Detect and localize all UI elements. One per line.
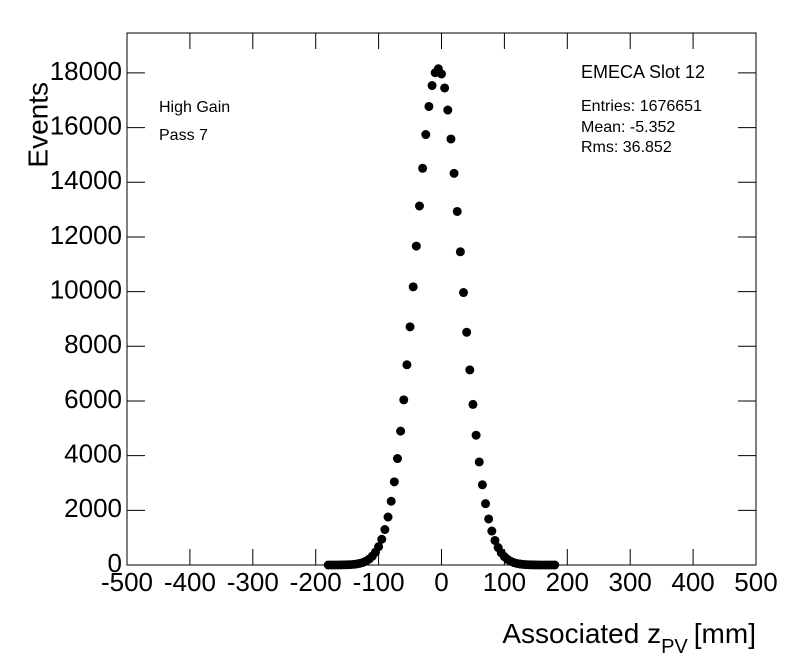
annotation: High Gain — [159, 99, 230, 116]
annotation: Pass 7 — [159, 127, 208, 144]
data-point — [465, 365, 475, 375]
data-point — [484, 514, 494, 524]
data-point — [377, 534, 387, 544]
x-tick-label: 400 — [671, 567, 714, 597]
data-point — [424, 101, 434, 111]
data-point — [437, 69, 446, 79]
data-point — [414, 201, 424, 211]
data-point — [468, 399, 478, 409]
x-tick-label: -400 — [164, 567, 216, 597]
data-point — [481, 499, 491, 509]
data-point — [427, 81, 437, 91]
data-point — [446, 134, 456, 144]
stats-entry: Rms: 36.852 — [581, 139, 672, 156]
x-tick-label: -200 — [290, 567, 342, 597]
x-tick-label: 0 — [434, 567, 448, 597]
x-tick-label: 200 — [546, 567, 589, 597]
x-tick-label: -300 — [227, 567, 279, 597]
data-point — [392, 454, 402, 464]
data-point — [487, 526, 497, 536]
data-point — [550, 560, 560, 570]
y-tick-label: 4000 — [64, 439, 122, 469]
data-point — [383, 512, 393, 522]
y-tick-label: 0 — [108, 548, 122, 578]
data-point — [443, 105, 453, 115]
data-point — [459, 288, 469, 298]
y-tick-label: 6000 — [64, 384, 122, 414]
data-point — [440, 83, 450, 93]
data-point — [380, 525, 390, 535]
data-point — [389, 477, 399, 487]
data-point — [421, 130, 431, 140]
y-tick-label: 10000 — [50, 274, 122, 304]
data-point — [474, 457, 484, 467]
y-tick-label: 12000 — [50, 220, 122, 250]
stats-title: EMECA Slot 12 — [581, 62, 705, 82]
data-point — [405, 322, 415, 332]
data-point — [402, 360, 412, 370]
data-point — [399, 395, 409, 405]
x-tick-label: 300 — [609, 567, 652, 597]
data-point — [374, 542, 384, 552]
y-tick-label: 8000 — [64, 329, 122, 359]
y-axis-label: Events — [22, 82, 53, 168]
data-point — [449, 168, 459, 178]
x-tick-label: 500 — [734, 567, 777, 597]
data-point — [408, 282, 418, 292]
data-point — [462, 327, 472, 337]
x-tick-label: 100 — [483, 567, 526, 597]
y-tick-label: 16000 — [50, 110, 122, 140]
stats-entry: Entries: 1676651 — [581, 98, 702, 115]
data-point — [386, 496, 396, 506]
data-point — [411, 241, 421, 251]
stats-entry: Mean: -5.352 — [581, 119, 675, 136]
y-tick-label: 2000 — [64, 493, 122, 523]
data-point — [418, 163, 428, 173]
data-point — [452, 206, 462, 216]
data-point — [396, 426, 406, 436]
data-point — [490, 535, 500, 545]
x-axis-label-sub: PV — [661, 636, 688, 658]
data-point — [471, 430, 481, 440]
data-point — [477, 480, 487, 490]
data-point — [455, 247, 465, 257]
x-axis-label-unit: [mm] — [694, 618, 756, 649]
x-tick-label: -100 — [353, 567, 405, 597]
y-tick-label: 18000 — [50, 56, 122, 86]
x-tick-label: -500 — [101, 567, 153, 597]
x-axis-label-main: Associated z — [502, 618, 661, 649]
x-axis-label: Associated zPV [mm] — [502, 618, 756, 658]
y-tick-label: 14000 — [50, 165, 122, 195]
